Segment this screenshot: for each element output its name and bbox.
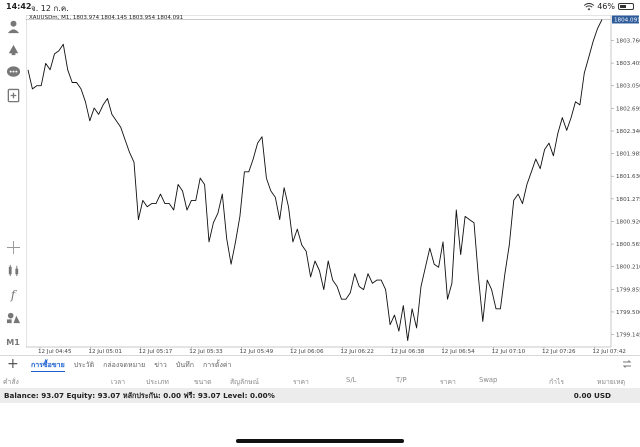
account-summary: Balance: 93.07 Equity: 93.07 หลักประกัน:… <box>4 391 275 402</box>
y-tick-label: 1803.405 <box>616 61 640 67</box>
indicators-icon[interactable]: f <box>5 286 21 302</box>
y-tick-label: 1799.500 <box>616 310 640 316</box>
crosshair-icon[interactable] <box>5 239 21 255</box>
battery-percent: 46% <box>597 2 615 11</box>
y-tick-label: 1802.340 <box>616 129 640 135</box>
y-tick-label: 1801.275 <box>616 197 640 203</box>
chart-marks: 1803.760 1803.405 1803.050 1802.695 1802.340… <box>26 15 640 355</box>
new-order-icon[interactable] <box>5 87 21 103</box>
y-tick-label: 1799.855 <box>616 287 640 293</box>
col-price: ราคา <box>293 376 309 387</box>
col-symbol: สัญลักษณ์ <box>230 376 259 387</box>
price-series-line <box>28 20 602 341</box>
y-tick-label: 1803.760 <box>616 38 640 44</box>
col-order: คำสั่ง <box>3 376 19 387</box>
status-time: 14:42 <box>6 2 31 11</box>
tab-mailbox[interactable]: กล่องจดหมาย <box>103 360 145 371</box>
account-icon[interactable] <box>5 18 21 34</box>
tab-settings[interactable]: การตั้งค่า <box>203 360 232 371</box>
y-tick-label: 1800.920 <box>616 219 640 225</box>
home-indicator <box>236 439 404 443</box>
timeframe-button[interactable]: M1 <box>5 334 21 350</box>
col-volume: ขนาด <box>194 376 212 387</box>
switch-panel-icon[interactable] <box>622 359 632 369</box>
tab-history[interactable]: ประวัติ <box>74 360 94 371</box>
tab-news[interactable]: ข่าว <box>154 360 167 371</box>
col-profit: กำไร <box>549 376 564 387</box>
col-comment: หมายเหตุ <box>597 376 625 387</box>
y-tick-label: 1801.630 <box>616 174 640 180</box>
add-icon[interactable]: + <box>7 357 19 371</box>
y-tick-label: 1799.145 <box>616 333 640 339</box>
objects-icon[interactable] <box>5 309 21 325</box>
status-bar: 14:42 จ. 12 ก.ค. 46% <box>0 0 640 14</box>
battery-icon <box>618 3 634 10</box>
col-current-price: ราคา <box>440 376 456 387</box>
col-swap: Swap <box>479 376 497 384</box>
chart-symbol-info: XAUUSDm, M1, 1803.974 1804.145 1803.954 … <box>29 15 183 21</box>
bottom-tab-bar: + การซื้อขาย ประวัติ กล่องจดหมาย ข่าว บั… <box>0 355 640 372</box>
left-toolbar: f M1 <box>0 14 26 354</box>
col-tp: T/P <box>396 376 407 384</box>
chat-icon[interactable] <box>5 64 21 80</box>
svg-text:f: f <box>9 288 17 302</box>
status-date: จ. 12 ก.ค. <box>31 2 69 15</box>
wifi-icon <box>584 3 594 11</box>
y-tick-label: 1803.050 <box>616 84 640 90</box>
orders-table-header: คำสั่ง เวลา ประเภท ขนาด สัญลักษณ์ ราคา S… <box>0 373 640 387</box>
balance-bar: Balance: 93.07 Equity: 93.07 หลักประกัน:… <box>0 388 640 403</box>
price-chart[interactable]: 1803.760 1803.405 1803.050 1802.695 1802.340… <box>26 15 640 355</box>
chart-frame <box>26 15 611 347</box>
tab-journal[interactable]: บันทึก <box>176 360 194 371</box>
col-type: ประเภท <box>146 376 169 387</box>
active-tab-indicator <box>31 371 65 372</box>
y-tick-label: 1801.985 <box>616 152 640 158</box>
col-time: เวลา <box>111 376 125 387</box>
y-tick-label: 1800.565 <box>616 242 640 248</box>
tab-trade[interactable]: การซื้อขาย <box>31 360 65 371</box>
chart-type-icon[interactable] <box>5 262 21 278</box>
terminal-tabs: การซื้อขาย ประวัติ กล่องจดหมาย ข่าว บันท… <box>31 360 231 371</box>
chart-svg: 1803.760 1803.405 1803.050 1802.695 1802.340… <box>26 15 640 355</box>
y-tick-label: 1802.695 <box>616 106 640 112</box>
col-sl: S/L <box>346 376 356 384</box>
current-price-label: 1804.091 <box>614 18 640 24</box>
total-profit: 0.00 USD <box>574 391 611 400</box>
trade-arrows-icon[interactable] <box>5 41 21 57</box>
status-right: 46% <box>584 2 634 11</box>
y-tick-label: 1800.210 <box>616 265 640 271</box>
